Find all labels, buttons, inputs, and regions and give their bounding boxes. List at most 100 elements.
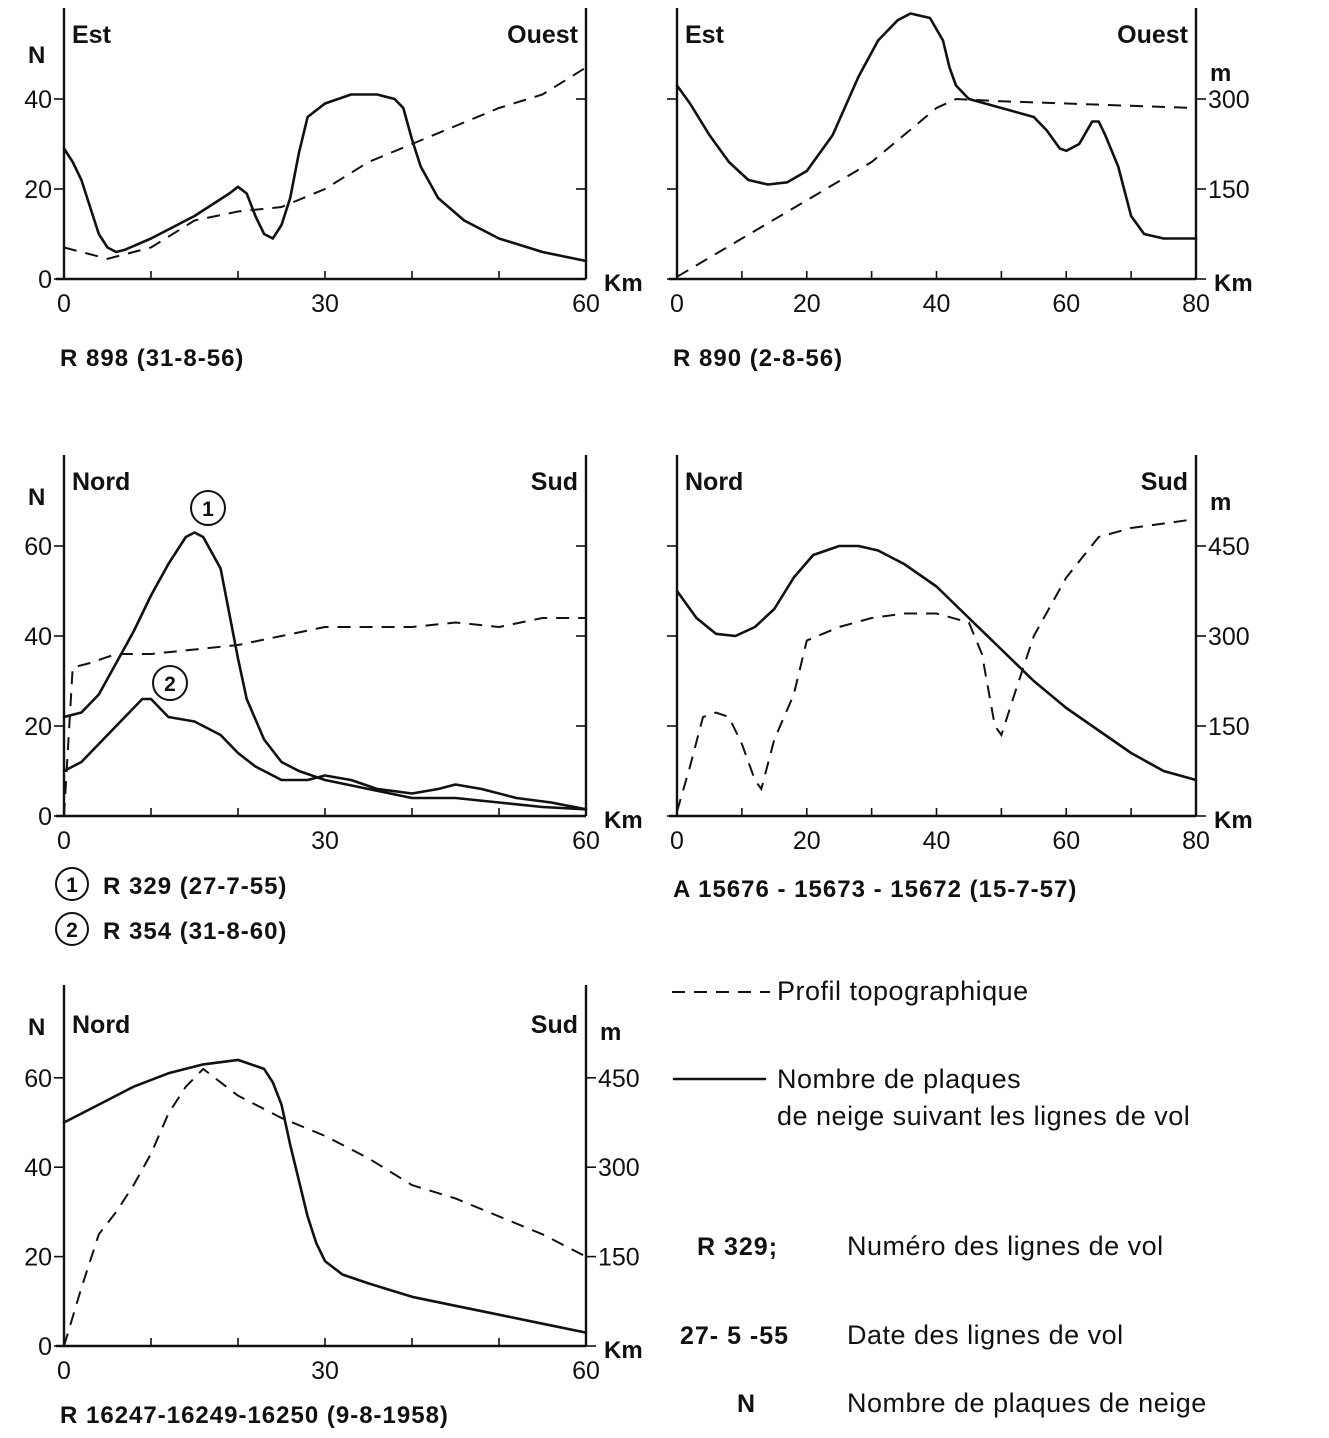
series-1-label: 1 <box>202 498 214 521</box>
y-tick-label-right: 450 <box>1208 533 1250 561</box>
chart3-caption-2: 2 R 354 (31-8-60) <box>55 912 287 946</box>
x-tick-label: 0 <box>670 827 684 855</box>
topographic-profile-line <box>676 97 1197 278</box>
x-tick-label: 30 <box>311 290 339 318</box>
y-tick-label-left: 40 <box>24 623 52 651</box>
direction-label-left: Nord <box>685 468 743 496</box>
direction-label-left: Nord <box>72 1011 130 1039</box>
x-unit-label: Km <box>604 807 643 834</box>
y-tick-label-left: 20 <box>24 713 52 741</box>
x-tick-label: 0 <box>670 290 684 318</box>
x-tick-label: 20 <box>793 290 821 318</box>
legend-dashed-label: Profil topographique <box>777 976 1029 1006</box>
legend-solid-label-2: de neige suivant les lignes de vol <box>777 1101 1190 1131</box>
direction-label-right: Sud <box>531 1011 578 1039</box>
snow-patches-line <box>62 93 588 263</box>
y-tick-label-right: 300 <box>598 1154 640 1182</box>
y-tick-label-left: 0 <box>38 266 52 294</box>
x-tick-label: 60 <box>1052 290 1080 318</box>
snow-patches-line-1 <box>62 531 588 811</box>
legend-r329-code: R 329; <box>697 1233 778 1261</box>
x-tick-label: 30 <box>311 827 339 855</box>
x-tick-label: 40 <box>923 827 951 855</box>
direction-label-right: Sud <box>1141 468 1188 496</box>
series-2-label: 2 <box>164 673 176 696</box>
series-2-number: 2 <box>66 919 78 942</box>
y-axis-label-left: N <box>28 42 45 69</box>
series-1-label-marker <box>190 490 226 526</box>
y-tick-label-right: 150 <box>1208 176 1250 204</box>
series-2-label-marker <box>152 665 188 701</box>
x-tick-label: 60 <box>572 1357 600 1385</box>
y-tick-label-left: 20 <box>24 1244 52 1272</box>
x-tick-label: 80 <box>1182 290 1210 318</box>
series-1-marker <box>55 867 89 901</box>
series-1-caption: R 329 (27-7-55) <box>103 873 287 900</box>
x-unit-label: Km <box>1214 270 1253 297</box>
series-2-marker <box>55 912 89 946</box>
chart-caption: R 898 (31-8-56) <box>60 345 244 372</box>
topographic-profile-line <box>676 518 1197 812</box>
series-2-caption: R 354 (31-8-60) <box>103 918 287 945</box>
x-tick-label: 60 <box>572 827 600 855</box>
y-tick-label-left: 20 <box>24 176 52 204</box>
x-tick-label: 40 <box>923 290 951 318</box>
direction-label-right: Ouest <box>1117 21 1189 49</box>
x-unit-label: Km <box>1214 807 1253 834</box>
topographic-profile-line <box>63 66 587 260</box>
y-tick-label-left: 60 <box>24 533 52 561</box>
y-axis-label-right: m <box>1210 489 1231 516</box>
direction-label-left: Est <box>72 21 112 49</box>
topographic-profile-line <box>63 1067 587 1347</box>
snow-patches-line <box>62 1058 588 1334</box>
legend-solid-label-1: Nombre de plaques <box>777 1064 1021 1094</box>
chart-caption: R 16247-16249-16250 (9-8-1958) <box>60 1402 449 1429</box>
direction-label-left: Est <box>685 21 725 49</box>
chart-caption: A 15676 - 15673 - 15672 (15-7-57) <box>673 876 1077 903</box>
x-tick-label: 20 <box>793 827 821 855</box>
x-unit-label: Km <box>604 270 643 297</box>
x-tick-label: 0 <box>57 827 71 855</box>
legend-date-code: 27- 5 -55 <box>680 1322 789 1350</box>
y-tick-label-left: 60 <box>24 1065 52 1093</box>
legend-date-text: Date des lignes de vol <box>847 1320 1124 1350</box>
x-tick-label: 60 <box>572 290 600 318</box>
y-axis-label-left: N <box>28 1014 45 1041</box>
snow-patches-line <box>675 12 1198 240</box>
series-1-number: 1 <box>66 874 78 897</box>
x-tick-label: 60 <box>1052 827 1080 855</box>
y-tick-label-left: 40 <box>24 1154 52 1182</box>
x-tick-label: 0 <box>57 1357 71 1385</box>
legend-n-text: Nombre de plaques de neige <box>847 1388 1207 1418</box>
chart-caption: R 890 (2-8-56) <box>673 345 843 372</box>
direction-label-right: Sud <box>531 468 578 496</box>
y-tick-label-right: 150 <box>1208 713 1250 741</box>
x-tick-label: 0 <box>57 290 71 318</box>
x-tick-label: 30 <box>311 1357 339 1385</box>
y-axis-label-right: m <box>1210 60 1231 87</box>
y-axis-label-left: N <box>28 484 45 511</box>
y-tick-label-right: 150 <box>598 1244 640 1272</box>
y-tick-label-right: 300 <box>1208 623 1250 651</box>
y-tick-label-left: 0 <box>38 803 52 831</box>
y-tick-label-left: 40 <box>24 86 52 114</box>
topographic-profile-line <box>63 617 586 817</box>
legend-n-code: N <box>737 1390 756 1418</box>
x-tick-label: 80 <box>1182 827 1210 855</box>
x-unit-label: Km <box>604 1337 643 1364</box>
snow-patches-line <box>675 544 1198 782</box>
y-axis-label-right: m <box>600 1019 621 1046</box>
direction-label-left: Nord <box>72 468 130 496</box>
y-tick-label-right: 450 <box>598 1065 640 1093</box>
direction-label-right: Ouest <box>507 21 579 49</box>
y-tick-label-right: 300 <box>1208 86 1250 114</box>
chart3-caption-1: 1 R 329 (27-7-55) <box>55 867 287 901</box>
snow-patches-line-2 <box>62 697 588 811</box>
y-tick-label-left: 0 <box>38 1333 52 1361</box>
